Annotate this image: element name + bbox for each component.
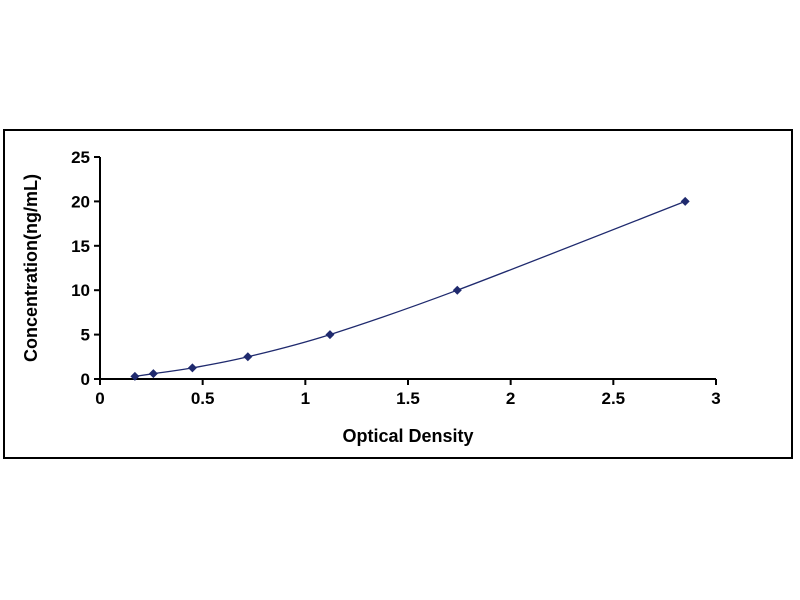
x-tick-label: 2 [506,389,515,408]
x-tick-label: 0.5 [191,389,215,408]
x-axis-label: Optical Density [342,426,473,446]
data-point-marker [148,369,158,379]
y-tick-label: 20 [71,192,90,211]
data-point-marker [325,330,335,340]
standard-curve-chart: 0 0.5 1 1.5 2 2.5 3 0 5 10 15 20 25 Optical Density Co… [3,129,793,459]
x-tick-label: 2.5 [602,389,626,408]
x-tick-label: 3 [711,389,720,408]
curve-path [134,200,686,377]
y-tick-label: 0 [81,370,90,389]
y-tick-label: 10 [71,281,90,300]
data-point-marker [680,196,690,206]
y-tick-label: 5 [81,326,90,345]
y-tick-label: 25 [71,148,90,167]
y-tick-label: 15 [71,237,90,256]
x-tick-label: 1 [301,389,310,408]
data-point-marker [243,352,253,362]
x-tick-label: 1.5 [396,389,420,408]
data-point-marker [187,363,197,373]
data-point-marker [130,371,140,381]
data-point-marker [452,285,462,295]
x-tick-label: 0 [95,389,104,408]
chart-canvas: 0 0.5 1 1.5 2 2.5 3 0 5 10 15 20 25 Optical Density Co… [21,148,721,446]
y-axis-label: Concentration(ng/mL) [21,174,41,362]
